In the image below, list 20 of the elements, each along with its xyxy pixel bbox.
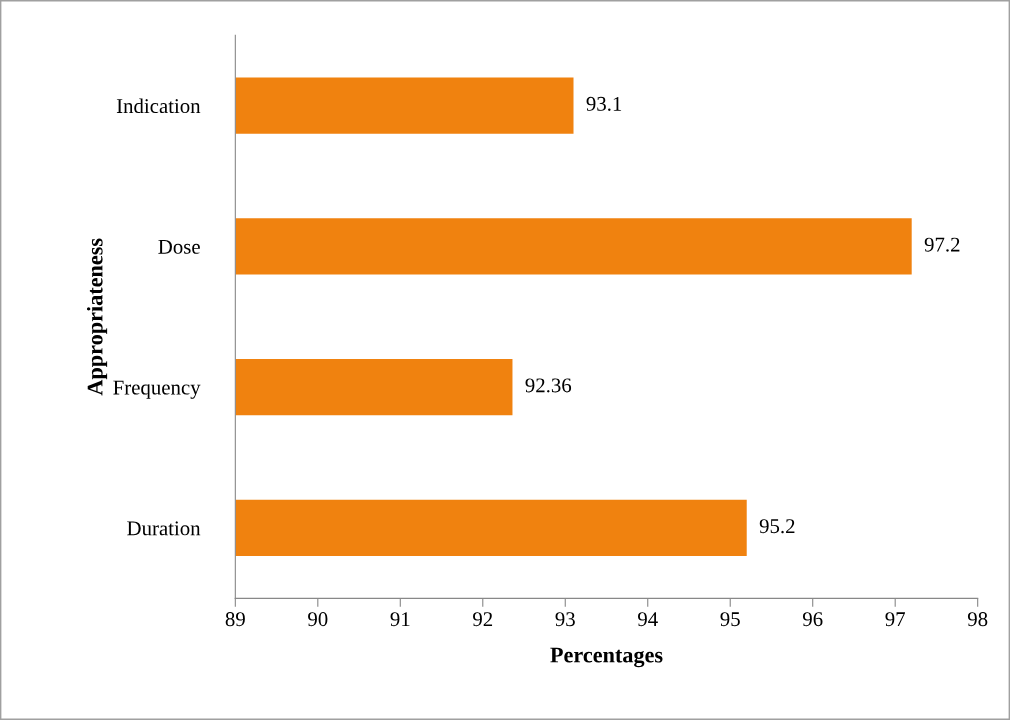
x-tick-label: 90 [308,612,328,627]
y-axis-title: Appropriateness [86,238,108,396]
y-tick-label: Dose [158,240,200,254]
y-tick-label: Duration [127,521,201,536]
x-tick-label: 96 [802,612,823,627]
x-tick-label: 91 [390,612,410,627]
x-tick-label: 94 [638,612,658,627]
data-label: 97.2 [924,237,960,252]
y-tick-label: Frequency [113,380,201,399]
x-tick-label: 98 [967,612,988,627]
y-tick-label: Indication [116,98,201,114]
data-label: 93.1 [586,96,622,111]
x-tick-label: 89 [225,612,245,627]
x-tick-label: 95 [720,612,740,627]
x-tick-label: 93 [555,612,575,627]
data-label: 92.36 [525,378,572,393]
x-axis-title: Percentages [550,647,663,668]
data-label: 95.2 [759,519,795,534]
x-tick-label: 92 [473,612,493,627]
x-tick-label: 97 [885,612,906,627]
